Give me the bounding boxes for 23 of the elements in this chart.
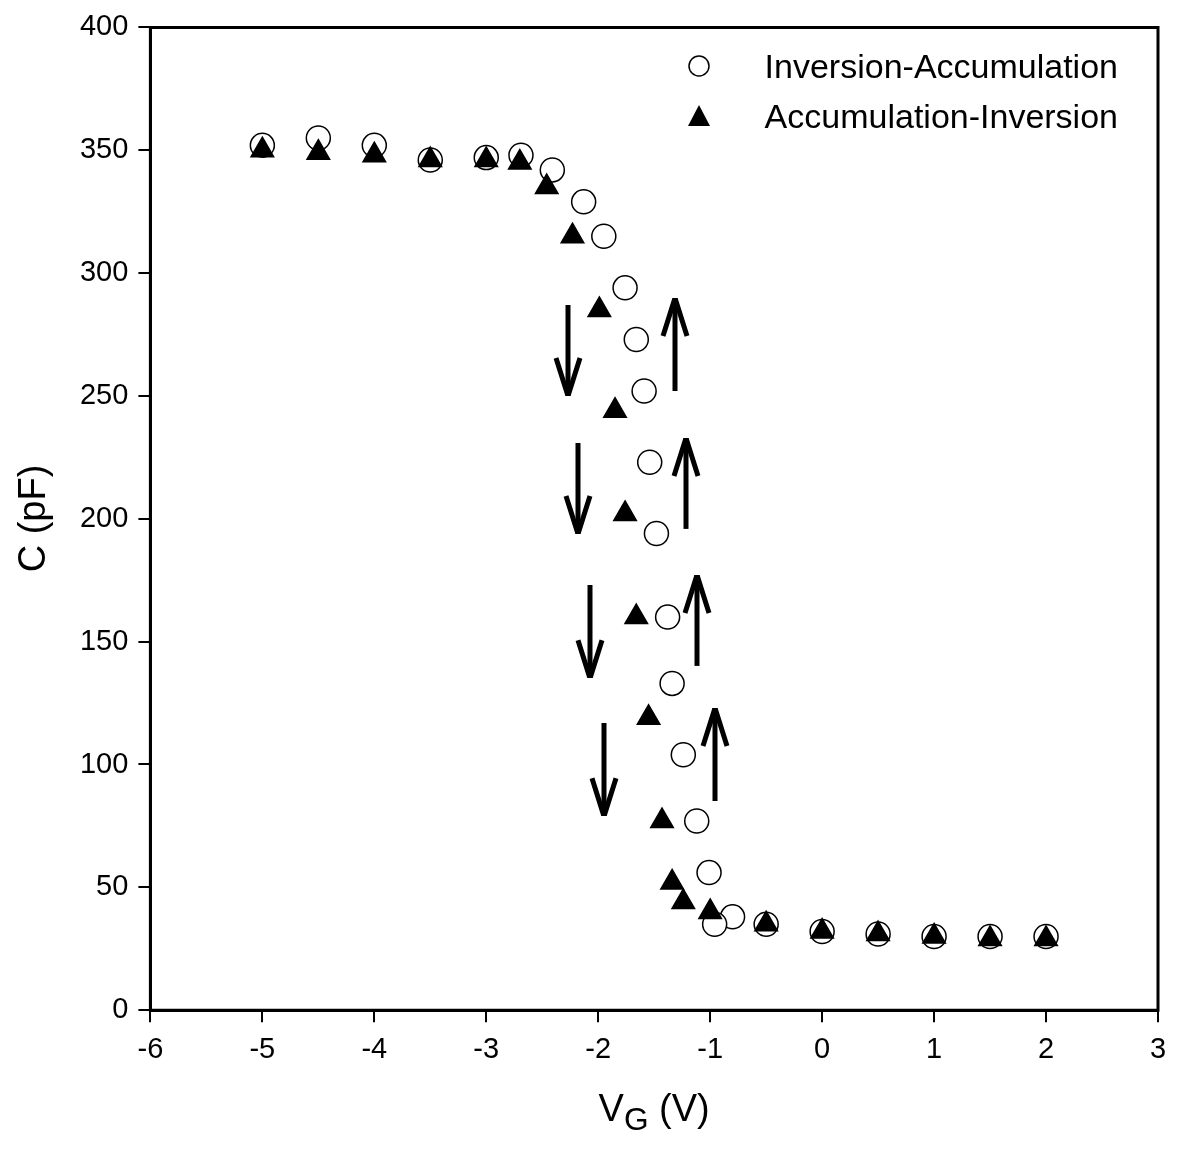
x-tick-label: -3 xyxy=(473,1031,500,1064)
y-tick-label: 200 xyxy=(79,500,129,533)
legend-label: Inversion-Accumulation xyxy=(764,46,1118,88)
y-tick-label: 400 xyxy=(79,9,129,42)
x-tick-label: -1 xyxy=(697,1031,724,1064)
x-tick-label: -5 xyxy=(249,1031,276,1064)
x-tick-label: 2 xyxy=(1037,1031,1055,1064)
x-tick-label: 1 xyxy=(926,1031,943,1064)
x-tick-label: 3 xyxy=(1149,1031,1167,1064)
y-tick-label: 300 xyxy=(79,255,129,288)
x-tick-label: -2 xyxy=(585,1031,612,1064)
y-tick-label: 350 xyxy=(79,132,129,165)
x-tick-label: -6 xyxy=(137,1031,164,1064)
y-tick-label: 100 xyxy=(79,746,129,779)
x-tick-label: -4 xyxy=(361,1031,388,1064)
legend-label: Accumulation-Inversion xyxy=(764,96,1118,138)
y-tick-label: 50 xyxy=(96,869,129,902)
x-tick-label: 0 xyxy=(814,1031,831,1064)
y-tick-label: 250 xyxy=(79,377,129,410)
x-axis-title: V$_{G}$ (V) xyxy=(597,1087,711,1138)
y-tick-label: 0 xyxy=(112,992,129,1025)
y-axis-title: C (pF) xyxy=(10,463,54,575)
y-tick-label: 150 xyxy=(79,623,129,656)
